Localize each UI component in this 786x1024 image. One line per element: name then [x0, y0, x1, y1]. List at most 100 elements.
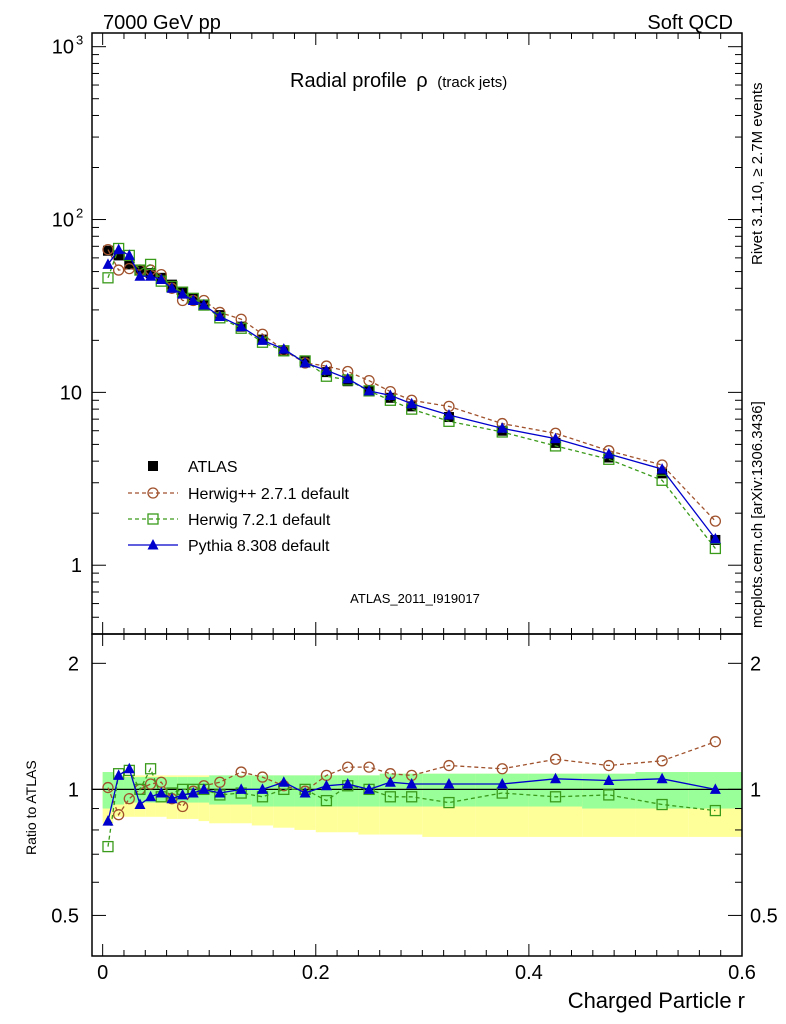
ratio-point-pythia — [363, 783, 375, 794]
ratio-point-pythia — [113, 769, 125, 780]
x-axis-label: Charged Particle r — [568, 988, 745, 1013]
ratio-point-herwigpp — [709, 736, 722, 748]
side-text-bottom: mcplots.cern.ch [arXiv:1306.3436] — [749, 401, 766, 628]
legend-marker-herwigpp — [147, 487, 159, 499]
ratio-y-tick-label-right: 0.5 — [750, 905, 778, 927]
legend-marker-herwig7 — [147, 513, 159, 525]
ratio-point-pythia — [603, 774, 615, 786]
ratio-point-pythia — [342, 777, 354, 789]
ratio-point-herwig7 — [603, 789, 615, 801]
y-tick-label: 10 — [60, 382, 82, 404]
header-left: 7000 GeV pp — [103, 12, 221, 34]
ratio-point-herwig7 — [406, 791, 418, 803]
watermark-text: ATLAS_2011_I919017 — [350, 591, 480, 606]
ratio-point-pythia — [443, 777, 455, 789]
ratio-point-herwigpp — [496, 763, 508, 775]
ratio-point-pythia — [709, 783, 721, 794]
point-pythia — [709, 532, 721, 544]
ratio-point-herwigpp — [102, 781, 114, 794]
point-pythia — [363, 384, 375, 396]
x-tick-labels: 0 0.2 0.4 0.6 — [97, 962, 756, 984]
point-pythia — [496, 422, 508, 433]
ratio-point-herwig7 — [656, 798, 668, 811]
point-pythia — [155, 273, 167, 284]
ratio-y-tick-label-left: 1 — [68, 779, 79, 801]
legend: ATLAS Herwig++ 2.7.1 default Herwig 7.2.1 … — [128, 459, 350, 555]
x-tick-label: 0.2 — [302, 962, 330, 984]
ratio-plot-content — [92, 736, 742, 853]
x-tick-label: 0.4 — [515, 962, 543, 984]
point-atlas — [124, 259, 135, 270]
ratio-point-herwig7 — [709, 804, 722, 817]
point-pythia — [443, 408, 455, 420]
point-pythia — [145, 270, 157, 281]
ratio-point-herwig7 — [443, 796, 455, 809]
ratio-point-herwigpp — [176, 800, 189, 813]
point-pythia — [123, 249, 135, 260]
point-pythia — [384, 389, 396, 400]
ratio-point-pythia — [406, 777, 418, 789]
point-herwigpp — [709, 515, 722, 527]
legend-label-herwig7: Herwig 7.2.1 default — [188, 512, 331, 529]
point-pythia — [102, 258, 114, 269]
side-text-top: Rivet 3.1.10, ≥ 2.7M events — [749, 83, 766, 266]
legend-label-herwigpp: Herwig++ 2.7.1 default — [188, 486, 350, 503]
plot-title-rho: ρ — [416, 70, 427, 92]
ratio-point-herwigpp — [235, 766, 247, 778]
ratio-point-pythia — [278, 776, 290, 787]
point-herwigpp — [112, 264, 125, 276]
ratio-point-herwig7 — [320, 794, 333, 807]
ratio-point-herwigpp — [144, 778, 157, 790]
ratio-point-herwig7 — [384, 791, 397, 803]
point-pythia — [187, 294, 199, 306]
ratio-point-pythia — [177, 788, 189, 800]
legend-marker-atlas — [148, 461, 158, 471]
point-pythia — [278, 343, 290, 354]
point-herwig7 — [709, 542, 722, 555]
legend-marker-pythia — [147, 539, 159, 550]
point-pythia — [214, 310, 226, 321]
legend-label-pythia: Pythia 8.308 default — [188, 538, 330, 555]
ratio-point-herwigpp — [363, 761, 375, 773]
y-tick-label: 1 — [71, 555, 82, 577]
ratio-point-herwigpp — [549, 753, 562, 765]
point-herwig7 — [102, 272, 114, 284]
ratio-point-pythia — [123, 762, 135, 774]
point-herwig7 — [144, 258, 157, 271]
y-tick-label: 10 — [52, 37, 74, 59]
ratio-point-herwigpp — [656, 755, 668, 767]
point-pythia — [198, 299, 210, 310]
ratio-y-tick-label-left: 2 — [68, 653, 79, 675]
ratio-point-pythia — [134, 798, 146, 810]
y-tick-label-exponent: 2 — [76, 206, 83, 221]
ratio-ylabel: Ratio to ATLAS — [23, 760, 39, 855]
main-plot-content — [102, 242, 722, 555]
point-atlas — [113, 250, 124, 261]
point-pythia — [177, 288, 189, 299]
point-pythia — [603, 448, 615, 459]
ratio-point-pythia — [656, 772, 668, 784]
point-pythia — [166, 282, 178, 293]
point-pythia — [342, 372, 354, 384]
ratio-point-herwig7 — [549, 791, 562, 803]
header-right: Soft QCD — [647, 12, 733, 34]
series-line-herwigpp — [107, 249, 716, 522]
ratio-point-pythia — [166, 792, 178, 804]
ratio-point-herwigpp — [342, 761, 354, 773]
ratio-point-pythia — [198, 783, 210, 794]
ratio-point-pythia — [145, 790, 157, 802]
point-pythia — [299, 356, 311, 368]
plot-title: Radial profile ρ (track jets) — [290, 70, 507, 92]
ratio-point-herwig7 — [102, 840, 114, 853]
point-pythia — [320, 364, 332, 375]
legend-label-atlas: ATLAS — [188, 459, 238, 476]
series-line-herwig7 — [107, 247, 716, 549]
point-pythia — [235, 320, 247, 332]
point-herwig7 — [656, 474, 668, 486]
ratio-point-pythia — [384, 776, 396, 787]
point-pythia — [256, 334, 268, 345]
point-pythia — [113, 243, 125, 255]
band-inner-bin — [102, 772, 114, 809]
